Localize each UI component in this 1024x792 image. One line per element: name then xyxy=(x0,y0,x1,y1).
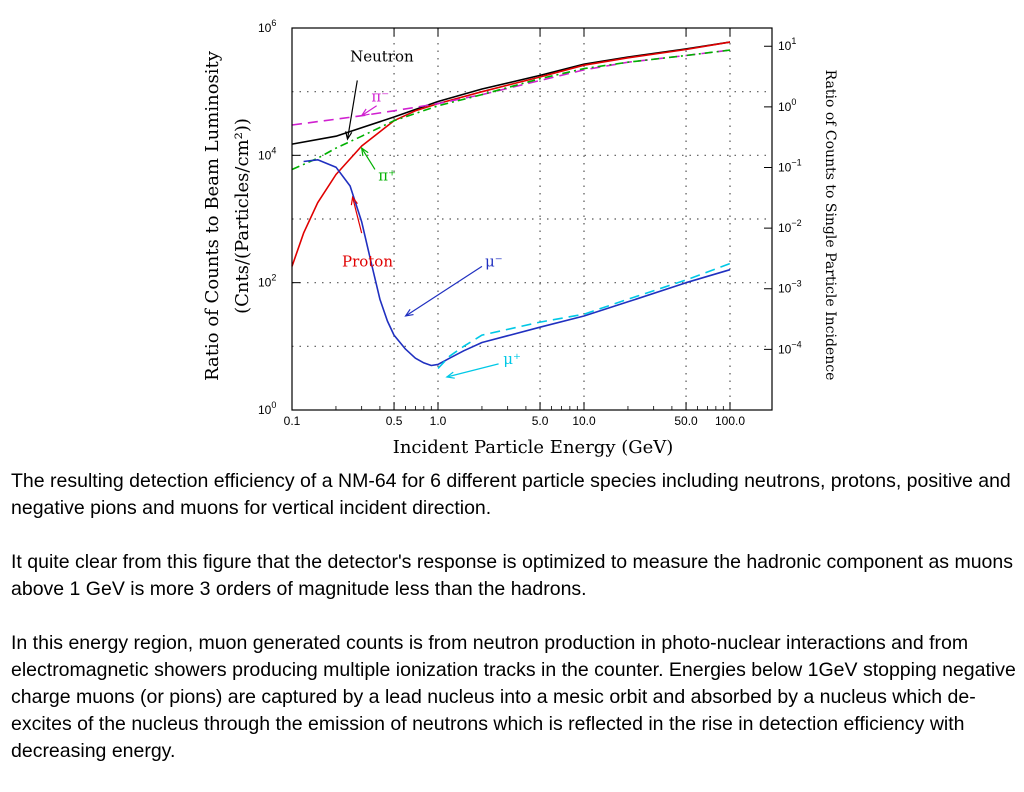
y-tick-label: 104 xyxy=(258,145,276,162)
series-line-μ⁺ xyxy=(437,262,731,369)
series-line-π⁺ xyxy=(291,49,731,171)
y-tick-label: 106 xyxy=(258,18,276,35)
x-tick-label: 50.0 xyxy=(674,414,698,428)
annotation-label: Proton xyxy=(342,252,393,270)
annotation-label: Neutron xyxy=(350,47,414,65)
caption-paragraph-2: It quite clear from this figure that the… xyxy=(11,551,1013,600)
x-tick-label: 1.0 xyxy=(430,414,447,428)
annotation-label: μ⁻ xyxy=(485,252,503,270)
y2-tick-label: 101 xyxy=(778,36,796,53)
annotation-arrow xyxy=(446,363,499,378)
annotation-arrowhead xyxy=(345,131,353,141)
axis-ticks: 0.1 0.5 1.0 5.0 10.0 50.0 100.0 100 102 104 106 101… xyxy=(258,18,802,428)
x-tick-label: 10.0 xyxy=(572,414,596,428)
y-axis-title-line1: Ratio of Counts to Beam Luminosity xyxy=(202,50,223,381)
x-axis-title: Incident Particle Energy (GeV) xyxy=(393,437,674,458)
y2-axis-title: Ratio of Counts to Single Particle Incid… xyxy=(822,70,838,381)
series-curves xyxy=(291,41,731,369)
detection-efficiency-chart: Neutron π⁻ π⁺ Proton μ⁻ μ⁺ 0.1 0.5 1.0 5.0 10.0 50… xyxy=(202,18,838,458)
x-tick-label: 5.0 xyxy=(532,414,549,428)
annotation-arrow xyxy=(352,197,363,234)
y2-tick-label: 10−2 xyxy=(778,218,802,235)
annotation-arrowhead xyxy=(360,108,370,117)
grid-lines xyxy=(292,28,772,410)
curve-annotations: Neutron π⁻ π⁺ Proton μ⁻ μ⁺ xyxy=(342,47,521,379)
y2-tick-label: 10−1 xyxy=(778,157,802,174)
x-tick-label: 100.0 xyxy=(715,414,745,428)
annotation-label: μ⁺ xyxy=(503,350,521,368)
y-tick-label: 102 xyxy=(258,273,276,290)
annotation-arrow xyxy=(361,147,376,170)
caption-paragraph-1: The resulting detection efficiency of a … xyxy=(11,470,1011,519)
annotation-arrow xyxy=(346,80,358,140)
annotation-arrowhead xyxy=(360,146,369,157)
annotation-arrowhead xyxy=(350,195,358,206)
series-line-μ⁻ xyxy=(303,159,731,367)
plot-frame xyxy=(291,27,773,411)
y-axis-title-line2: (Cnts/(Particles/cm²)) xyxy=(232,118,253,314)
annotation-label: π⁺ xyxy=(378,167,396,185)
caption-paragraph-3: In this energy region, muon generated co… xyxy=(11,632,1016,762)
y2-tick-label: 10−3 xyxy=(778,279,802,296)
annotation-arrowhead xyxy=(404,308,414,317)
annotation-arrow xyxy=(361,105,377,117)
y-tick-label: 100 xyxy=(258,400,276,417)
y2-tick-label: 10−4 xyxy=(778,339,802,356)
y2-tick-label: 100 xyxy=(778,97,796,114)
caption-text: The resulting detection efficiency of a … xyxy=(11,468,1016,792)
x-tick-label: 0.5 xyxy=(386,414,403,428)
series-line-Proton xyxy=(291,41,731,267)
x-tick-label: 0.1 xyxy=(284,414,301,428)
annotation-label: π⁻ xyxy=(371,88,389,106)
annotation-arrowhead xyxy=(445,371,455,379)
annotation-arrow xyxy=(405,265,483,317)
